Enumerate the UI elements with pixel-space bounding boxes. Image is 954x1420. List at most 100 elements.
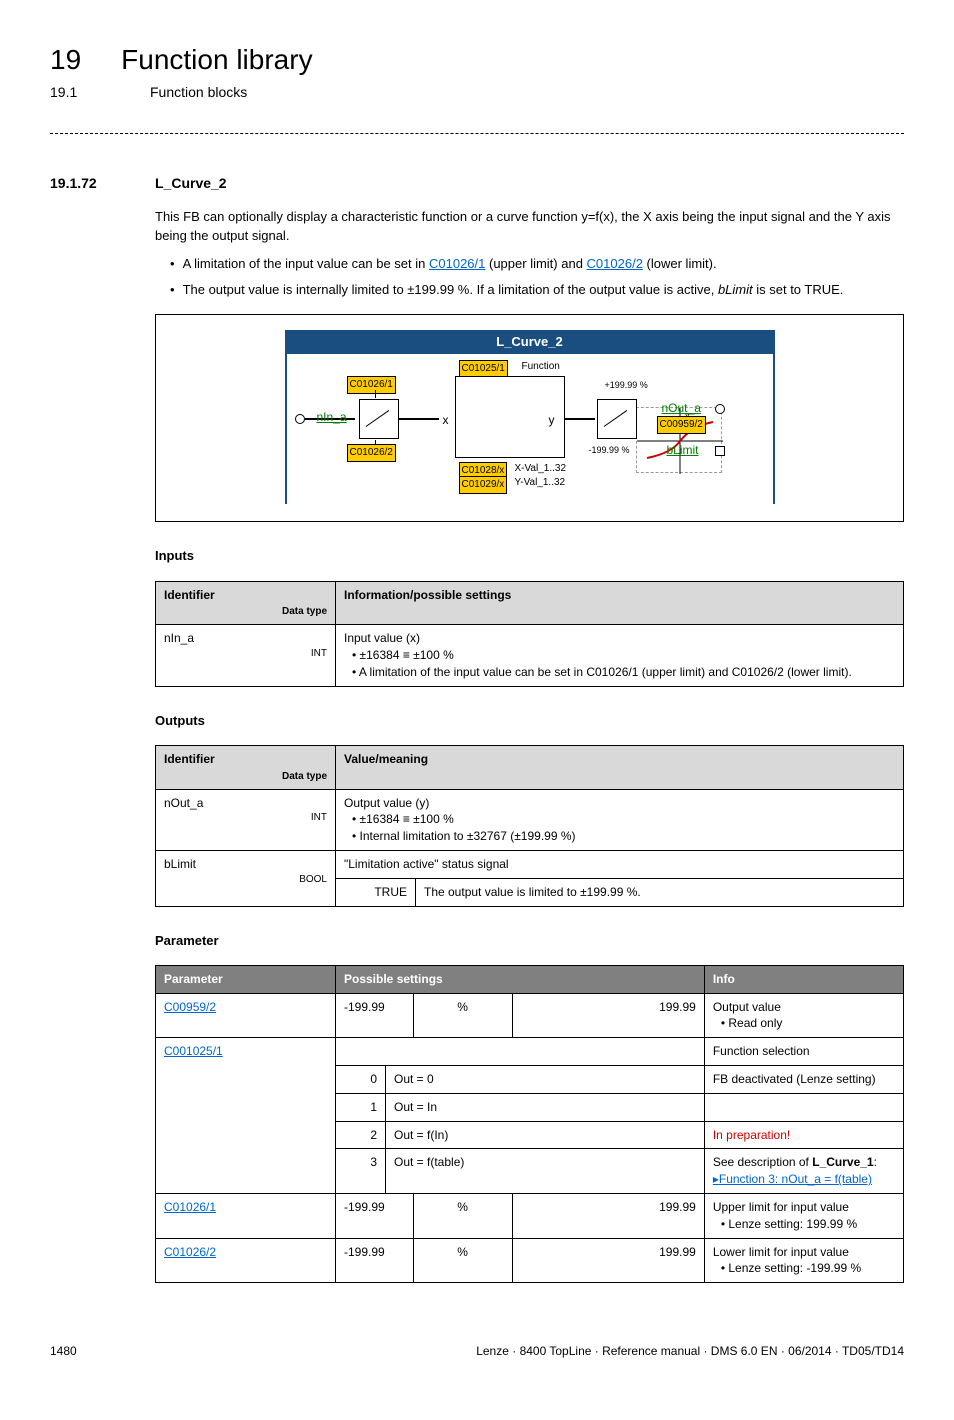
chapter-number: 19 xyxy=(50,40,81,79)
limiter-line xyxy=(365,410,389,427)
parameter-heading: Parameter xyxy=(155,932,904,950)
table-cell: TRUE xyxy=(336,878,416,906)
table-cell: bLimit BOOL xyxy=(156,851,336,907)
link-c01026-2[interactable]: C01026/2 xyxy=(587,256,643,271)
table-cell: % xyxy=(413,1194,512,1239)
function-text: Function xyxy=(522,360,560,374)
table-cell: -199.99 xyxy=(336,993,414,1038)
bullet-list: • A limitation of the input value can be… xyxy=(170,255,904,299)
bullet-text: A limitation of the input value can be s… xyxy=(183,255,717,273)
diagram-content: nIn_a C01026/1 C01026/2 x C01025/1 Funct… xyxy=(287,354,773,504)
link-c01026-1[interactable]: C01026/1 xyxy=(429,256,485,271)
diagram-title: L_Curve_2 xyxy=(285,330,775,354)
table-row: C01026/1 -199.99 % 199.99 Upper limit fo… xyxy=(156,1194,904,1239)
outputs-table: Identifier Data type Value/meaning nOut_… xyxy=(155,745,904,907)
table-cell: Output value • Read only xyxy=(704,993,903,1038)
table-cell: Out = 0 xyxy=(386,1066,705,1094)
diagram-inner: L_Curve_2 nIn_a C01026/1 C01026/2 x C010… xyxy=(285,330,775,504)
table-row: C001025/1 Function selection xyxy=(156,1038,904,1066)
table-cell: "Limitation active" status signal xyxy=(336,851,904,879)
table-row: C01026/2 -199.99 % 199.99 Lower limit fo… xyxy=(156,1238,904,1283)
table-cell xyxy=(336,1038,705,1066)
param-box-lower: C01026/2 xyxy=(347,444,396,462)
subsection-number: 19.1 xyxy=(50,83,110,103)
footer-reference: Lenze · 8400 TopLine · Reference manual … xyxy=(476,1343,904,1360)
section-number: 19.1.72 xyxy=(50,174,125,194)
table-cell: 199.99 xyxy=(512,1238,704,1283)
diagram-container: L_Curve_2 nIn_a C01026/1 C01026/2 x C010… xyxy=(155,314,904,522)
connector-line xyxy=(565,418,595,420)
xval-text: X-Val_1..32 xyxy=(515,462,567,476)
table-header: Identifier Data type xyxy=(156,581,336,625)
link-c001025-1[interactable]: C001025/1 xyxy=(164,1044,223,1058)
output-port-icon xyxy=(715,404,725,414)
page-subheader: 19.1 Function blocks xyxy=(50,83,904,103)
table-cell: 199.99 xyxy=(512,1194,704,1239)
table-header: Value/meaning xyxy=(336,745,904,789)
input-port-icon xyxy=(295,414,305,424)
y-label: y xyxy=(549,412,555,429)
bullet-dot: • xyxy=(170,255,175,273)
table-cell: -199.99 xyxy=(336,1194,414,1239)
intro-paragraph: This FB can optionally display a charact… xyxy=(155,208,904,244)
table-cell: Upper limit for input value • Lenze sett… xyxy=(704,1194,903,1239)
x-label: x xyxy=(443,412,449,429)
table-cell: C00959/2 xyxy=(156,993,336,1038)
param-box-upper: C01026/1 xyxy=(347,376,396,394)
table-header: Parameter xyxy=(156,965,336,993)
output-bool-port-icon xyxy=(715,446,725,456)
table-cell: Out = f(table) xyxy=(386,1149,705,1194)
page-footer: 1480 Lenze · 8400 TopLine · Reference ma… xyxy=(50,1343,904,1360)
divider xyxy=(50,133,904,134)
inputs-table: Identifier Data type Information/possibl… xyxy=(155,581,904,687)
table-cell: -199.99 xyxy=(336,1238,414,1283)
parameter-table: Parameter Possible settings Info C00959/… xyxy=(155,965,904,1283)
inputs-heading: Inputs xyxy=(155,547,904,565)
param-box-yval: C01029/x xyxy=(459,476,508,494)
table-cell: The output value is limited to ±199.99 %… xyxy=(416,878,904,906)
outputs-heading: Outputs xyxy=(155,712,904,730)
minus-199-label: -199.99 % xyxy=(589,444,630,457)
table-cell: Out = In xyxy=(386,1093,705,1121)
table-cell: See description of L_Curve_1: ▸Function … xyxy=(704,1149,903,1194)
table-row: bLimit BOOL "Limitation active" status s… xyxy=(156,851,904,879)
table-cell: nIn_a INT xyxy=(156,625,336,686)
table-cell: C001025/1 xyxy=(156,1038,336,1194)
table-cell: % xyxy=(413,993,512,1038)
connector-line xyxy=(399,418,439,420)
table-cell: C01026/1 xyxy=(156,1194,336,1239)
link-function3[interactable]: Function 3: nOut_a = f(table) xyxy=(719,1172,872,1186)
table-header: Information/possible settings xyxy=(336,581,904,625)
table-header: Info xyxy=(704,965,903,993)
output-label: nOut_a xyxy=(662,400,701,417)
subsection-title: Function blocks xyxy=(150,83,247,103)
table-cell: C01026/2 xyxy=(156,1238,336,1283)
link-c00959-2[interactable]: C00959/2 xyxy=(164,1000,216,1014)
table-row: nIn_a INT Input value (x) • ±16384 ≡ ±10… xyxy=(156,625,904,686)
table-row: nOut_a INT Output value (y) • ±16384 ≡ ±… xyxy=(156,789,904,850)
table-header: Possible settings xyxy=(336,965,705,993)
arrow-icon xyxy=(375,390,376,398)
table-header: Identifier Data type xyxy=(156,745,336,789)
table-cell: 199.99 xyxy=(512,993,704,1038)
table-cell: 1 xyxy=(336,1093,386,1121)
bullet-text: The output value is internally limited t… xyxy=(183,281,844,299)
table-cell: Input value (x) • ±16384 ≡ ±100 % • A li… xyxy=(336,625,904,686)
bullet-item: • A limitation of the input value can be… xyxy=(170,255,904,273)
table-cell: FB deactivated (Lenze setting) xyxy=(704,1066,903,1094)
table-cell: 3 xyxy=(336,1149,386,1194)
table-cell: % xyxy=(413,1238,512,1283)
param-box-out: C00959/2 xyxy=(657,416,706,434)
table-cell: Out = f(In) xyxy=(386,1121,705,1149)
link-c01026-2b[interactable]: C01026/2 xyxy=(164,1245,216,1259)
link-c01026-1b[interactable]: C01026/1 xyxy=(164,1200,216,1214)
chapter-title: Function library xyxy=(121,40,312,79)
page-header: 19 Function library xyxy=(50,40,904,79)
limiter-line xyxy=(603,410,627,427)
bullet-item: • The output value is internally limited… xyxy=(170,281,904,299)
input-label: nIn_a xyxy=(317,409,347,426)
plus-199-label: +199.99 % xyxy=(605,379,648,392)
table-row: C00959/2 -199.99 % 199.99 Output value •… xyxy=(156,993,904,1038)
section-header: 19.1.72 L_Curve_2 xyxy=(50,174,904,194)
limiter-box-icon xyxy=(597,399,637,439)
